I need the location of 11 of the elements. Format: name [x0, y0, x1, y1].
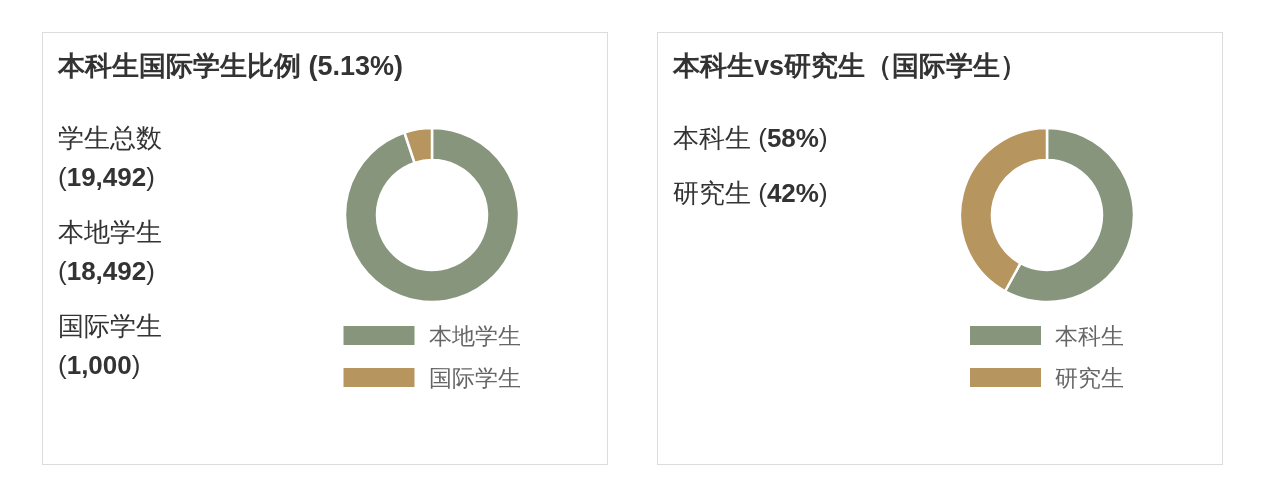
- chart-title: 本科生vs研究生（国际学生）: [673, 50, 1028, 82]
- text: 本科生 (58%): [673, 122, 829, 155]
- text: 国际学生 (1,000): [58, 310, 163, 382]
- legend-label: 本科生: [1055, 323, 1124, 349]
- legend-label: 国际学生: [428, 365, 521, 391]
- text: 研究生 (42%): [673, 177, 829, 210]
- text: 学生总数 (19,492): [58, 122, 163, 194]
- legend-label: 本地学生: [428, 323, 521, 349]
- chart-title: 本科生国际学生比例 (5.13%): [58, 50, 404, 82]
- text: 本地学生 (18,492): [58, 216, 163, 288]
- legend-label: 研究生: [1055, 365, 1124, 391]
